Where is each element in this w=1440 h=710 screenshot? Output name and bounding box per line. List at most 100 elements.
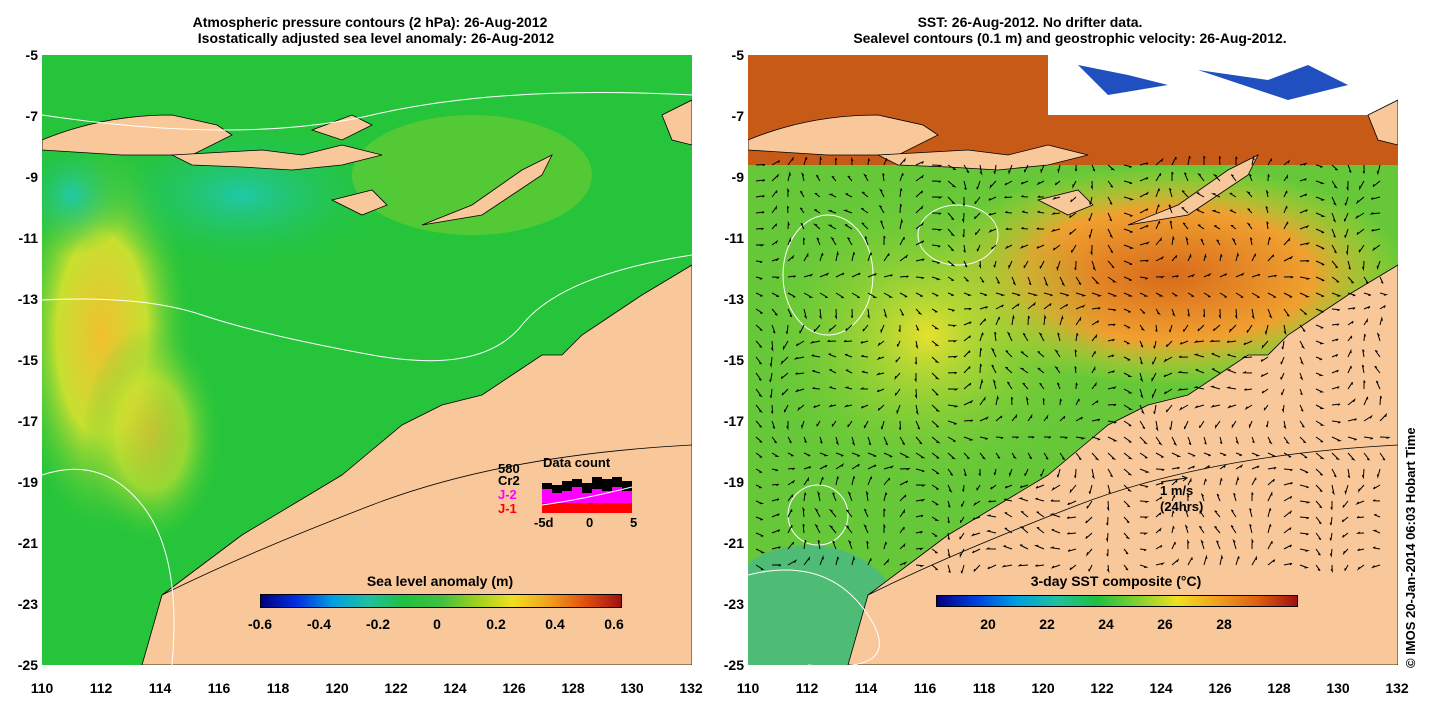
positive-anomaly-southwest <box>82 325 222 545</box>
data-count-bars-group <box>541 477 633 513</box>
left-xtick: 110 <box>30 680 54 696</box>
data-count-tick-5: 5 <box>630 515 638 530</box>
geostrophic-velocity-arrows <box>755 155 1391 574</box>
right-colorbar-tick: 26 <box>1157 616 1173 632</box>
lesser-sunda-islands <box>170 144 383 171</box>
left-xtick: 122 <box>384 680 408 696</box>
left-map-title: Atmospheric pressure contours (2 hPa): 2… <box>120 14 620 46</box>
right-ytick: -5 <box>731 47 744 63</box>
right-xtick: 122 <box>1090 680 1114 696</box>
pressure-contour-2 <box>42 92 692 131</box>
pressure-contour-3 <box>42 468 175 665</box>
right-ytick: -21 <box>723 535 744 551</box>
left-colorbar-tick: 0.4 <box>545 616 565 632</box>
pressure-contour-1 <box>42 254 692 362</box>
sst-tanimbar-island <box>1367 99 1398 146</box>
right-xtick: 116 <box>913 680 937 696</box>
right-ytick: -15 <box>723 352 744 368</box>
right-xtick: 120 <box>1031 680 1055 696</box>
right-ytick: -13 <box>723 291 744 307</box>
right-xtick: 132 <box>1385 680 1409 696</box>
scale-arrow-sublabel: (24hrs) <box>1160 499 1204 514</box>
right-xtick: 118 <box>972 680 996 696</box>
right-map-svg <box>748 55 1398 665</box>
right-xtick: 130 <box>1326 680 1350 696</box>
sea-level-contour-eddy3 <box>787 484 849 546</box>
scale-arrow-label: 1 m/s <box>1160 483 1194 498</box>
left-title-line1: Atmospheric pressure contours (2 hPa): 2… <box>192 14 548 30</box>
right-xtick: 124 <box>1149 680 1173 696</box>
right-title-line2: Sealevel contours (0.1 m) and geostrophi… <box>853 30 1287 46</box>
right-xtick: 114 <box>854 680 878 696</box>
left-xtick: 132 <box>679 680 703 696</box>
left-colorbar-tick: -0.6 <box>247 616 273 632</box>
sst-cold-pixels <box>1078 65 1348 100</box>
left-ytick: -11 <box>18 230 38 246</box>
flores-island <box>310 114 373 141</box>
left-map-svg <box>42 55 692 665</box>
data-count-tick-0: 0 <box>586 515 594 530</box>
right-ytick: -7 <box>731 108 744 124</box>
left-xtick: 128 <box>561 680 585 696</box>
right-ytick: -9 <box>731 169 744 185</box>
right-ytick: -17 <box>723 413 744 429</box>
right-map-title: SST: 26-Aug-2012. No drifter data. Seale… <box>800 14 1340 46</box>
left-ytick: -5 <box>25 47 38 63</box>
sst-map: 1 m/s (24hrs) 3-day SST composite (°C) <box>748 55 1398 665</box>
right-ytick: -25 <box>723 657 744 673</box>
right-colorbar <box>936 595 1298 607</box>
sat-label-580: 580 <box>498 461 520 476</box>
data-count-tick-minus5: -5d <box>534 515 554 530</box>
right-colorbar-tick: 28 <box>1216 616 1232 632</box>
left-title-line2: Isostatically adjusted sea level anomaly… <box>197 30 555 46</box>
left-ytick: -15 <box>17 352 38 368</box>
sat-label-j2: J-2 <box>498 487 517 502</box>
right-xtick: 112 <box>795 680 819 696</box>
right-xtick: 128 <box>1267 680 1291 696</box>
sat-label-j1: J-1 <box>498 501 517 516</box>
left-colorbar-tick: 0 <box>433 616 441 632</box>
data-count-bars <box>541 477 633 513</box>
negative-anomaly-northwest <box>42 135 132 255</box>
data-count-title: Data count <box>543 455 611 470</box>
bathymetry-contour <box>161 444 692 596</box>
left-xtick: 116 <box>207 680 231 696</box>
right-ytick: -19 <box>723 474 744 490</box>
left-xtick: 130 <box>620 680 644 696</box>
left-colorbar-tick: -0.2 <box>365 616 391 632</box>
left-xtick: 112 <box>89 680 113 696</box>
left-xtick: 124 <box>443 680 467 696</box>
right-colorbar-title: 3-day SST composite (°C) <box>1030 573 1202 589</box>
sst-java-island <box>748 114 939 156</box>
sst-yellow-west <box>748 175 1108 495</box>
left-colorbar-tick: 0.2 <box>486 616 506 632</box>
sst-timor-island <box>1127 154 1259 226</box>
left-colorbar-tick: -0.4 <box>306 616 332 632</box>
left-colorbar <box>260 594 622 608</box>
left-ytick: -25 <box>17 657 38 673</box>
sat-label-cr2: Cr2 <box>498 473 520 488</box>
scale-arrow-icon <box>1160 475 1189 483</box>
left-xtick: 118 <box>266 680 290 696</box>
left-ytick: -13 <box>17 291 38 307</box>
right-colorbar-tick: 20 <box>980 616 996 632</box>
left-ytick: -17 <box>17 413 38 429</box>
sumba-island <box>330 189 388 216</box>
right-ytick: -11 <box>724 230 744 246</box>
left-xtick: 120 <box>325 680 349 696</box>
left-ytick: -21 <box>17 535 38 551</box>
right-xtick: 126 <box>1208 680 1232 696</box>
left-ytick: -9 <box>25 169 38 185</box>
sea-level-contour-south <box>748 569 880 665</box>
left-xtick: 114 <box>148 680 172 696</box>
sea-level-anomaly-map: Data count 580 Cr2 J-2 J-1 -5d 0 5 Sea l… <box>42 55 692 665</box>
left-colorbar-title: Sea level anomaly (m) <box>366 573 514 589</box>
left-ytick: -19 <box>17 474 38 490</box>
timor-island <box>421 154 553 226</box>
left-ytick: -7 <box>25 108 38 124</box>
left-xtick: 126 <box>502 680 526 696</box>
right-xtick: 110 <box>736 680 760 696</box>
right-title-line1: SST: 26-Aug-2012. No drifter data. <box>917 14 1143 30</box>
java-island <box>42 114 233 156</box>
left-colorbar-tick: 0.6 <box>604 616 624 632</box>
